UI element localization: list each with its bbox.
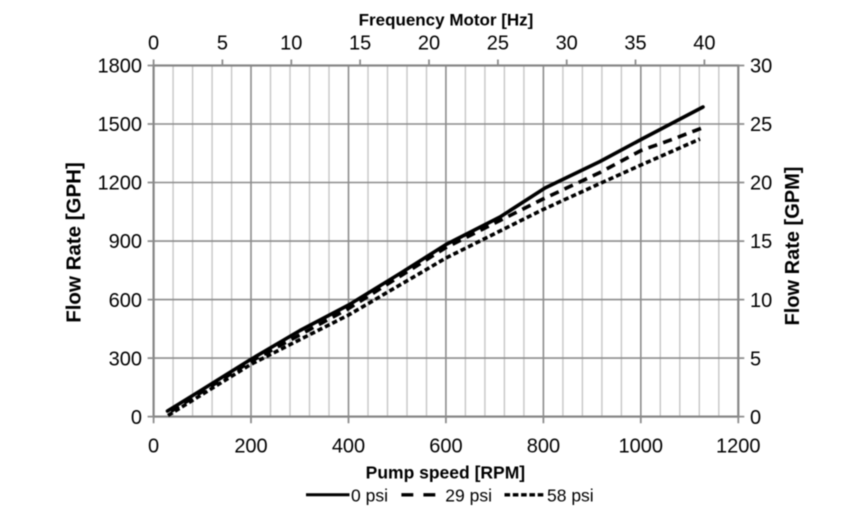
svg-text:300: 300 <box>109 348 142 370</box>
svg-text:20: 20 <box>750 173 772 195</box>
svg-text:10: 10 <box>280 33 302 55</box>
svg-text:30: 30 <box>750 56 772 78</box>
svg-text:29 psi: 29 psi <box>445 485 492 505</box>
svg-text:1800: 1800 <box>98 56 143 78</box>
svg-text:20: 20 <box>418 33 440 55</box>
svg-text:25: 25 <box>750 114 772 136</box>
svg-text:Frequency Motor [Hz]: Frequency Motor [Hz] <box>359 11 534 30</box>
svg-text:600: 600 <box>109 290 142 312</box>
svg-text:0: 0 <box>131 407 142 429</box>
svg-text:35: 35 <box>624 33 646 55</box>
svg-text:0 psi: 0 psi <box>351 485 388 505</box>
svg-text:0: 0 <box>148 435 159 457</box>
svg-text:0: 0 <box>148 33 159 55</box>
svg-text:400: 400 <box>332 435 365 457</box>
svg-text:10: 10 <box>750 290 772 312</box>
svg-text:1200: 1200 <box>716 435 761 457</box>
svg-text:30: 30 <box>556 33 578 55</box>
svg-text:0: 0 <box>750 407 761 429</box>
svg-text:5: 5 <box>217 33 228 55</box>
svg-text:1000: 1000 <box>619 435 664 457</box>
svg-text:15: 15 <box>349 33 371 55</box>
svg-text:Flow Rate [GPH]: Flow Rate [GPH] <box>62 162 85 323</box>
svg-text:Pump speed [RPM]: Pump speed [RPM] <box>366 463 525 483</box>
svg-text:1200: 1200 <box>98 173 143 195</box>
svg-text:600: 600 <box>429 435 462 457</box>
svg-text:900: 900 <box>109 231 142 253</box>
svg-text:5: 5 <box>750 348 761 370</box>
svg-text:58 psi: 58 psi <box>547 485 594 505</box>
svg-text:25: 25 <box>487 33 509 55</box>
svg-text:15: 15 <box>750 231 772 253</box>
svg-text:Flow Rate [GPM]: Flow Rate [GPM] <box>782 167 804 326</box>
svg-text:1500: 1500 <box>98 114 143 136</box>
svg-text:800: 800 <box>527 435 560 457</box>
svg-text:200: 200 <box>234 435 267 457</box>
svg-text:40: 40 <box>693 33 715 55</box>
